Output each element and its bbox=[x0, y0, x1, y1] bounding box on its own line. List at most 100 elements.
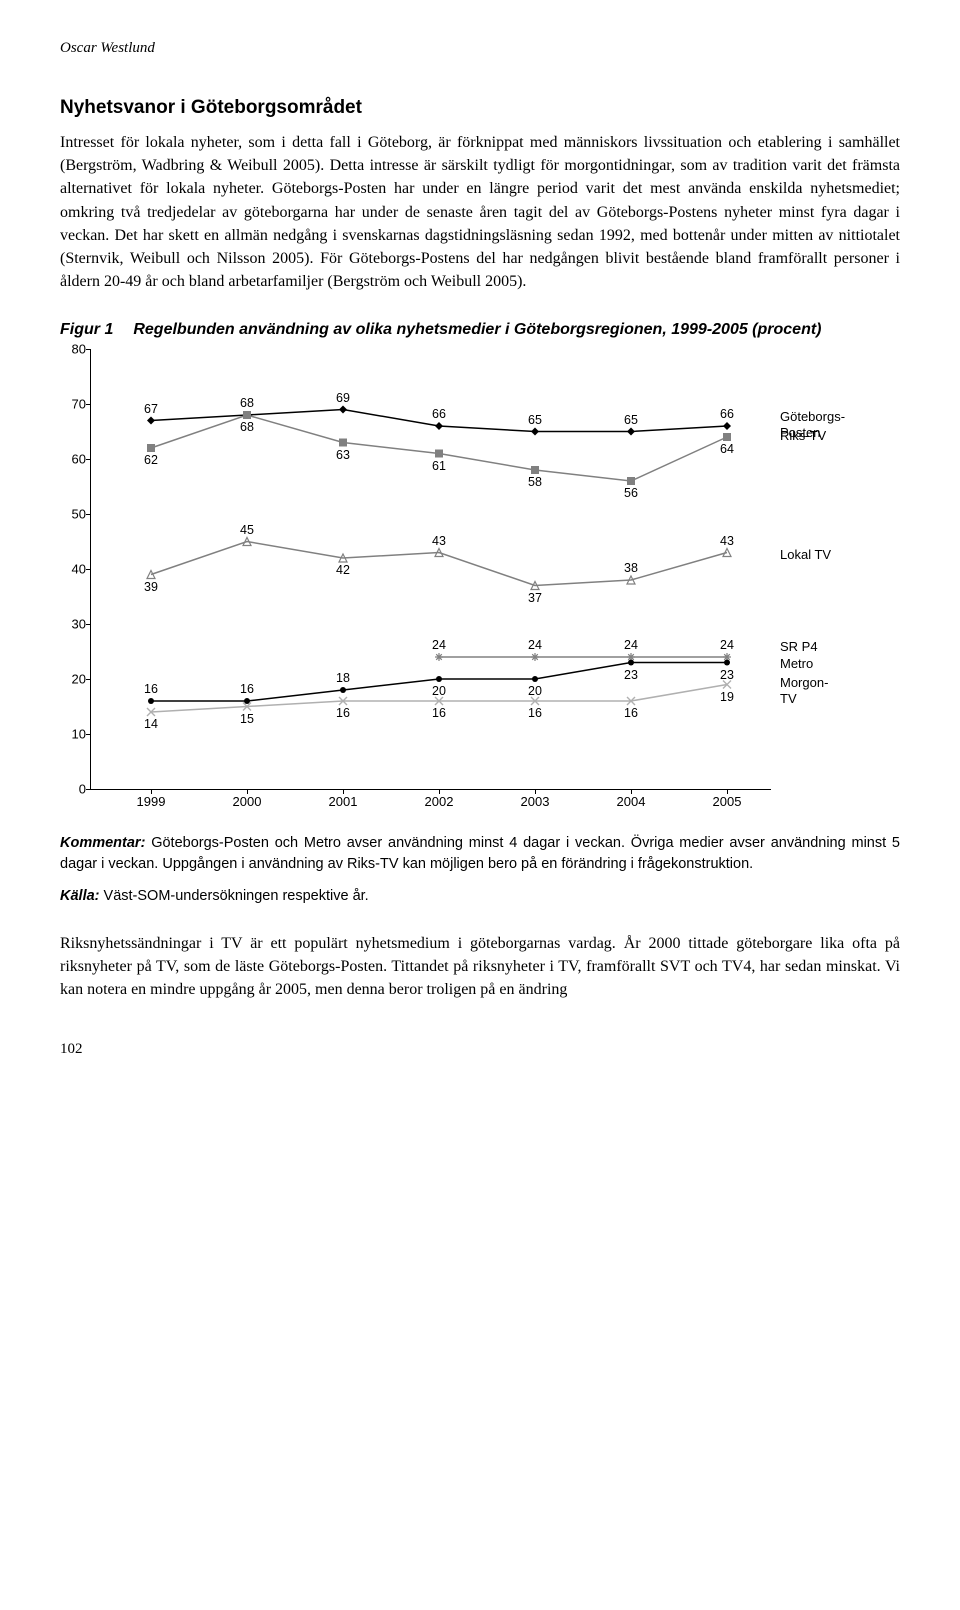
data-value-label: 43 bbox=[720, 534, 734, 548]
legend-item: Riks-TV bbox=[780, 428, 826, 444]
y-tick-mark bbox=[86, 624, 91, 625]
data-value-label: 15 bbox=[240, 712, 254, 726]
data-marker bbox=[147, 444, 155, 452]
x-tick-label: 2005 bbox=[713, 794, 742, 809]
y-tick-label: 80 bbox=[72, 342, 86, 357]
data-value-label: 16 bbox=[240, 682, 254, 696]
data-value-label: 69 bbox=[336, 391, 350, 405]
data-marker bbox=[627, 477, 635, 485]
y-tick-mark bbox=[86, 679, 91, 680]
data-value-label: 58 bbox=[528, 475, 542, 489]
plot-area: 1999200020012002200320042005676869666565… bbox=[90, 349, 771, 790]
data-value-label: 68 bbox=[240, 396, 254, 410]
data-marker bbox=[147, 417, 155, 425]
data-marker bbox=[244, 698, 250, 704]
y-tick-label: 40 bbox=[72, 562, 86, 577]
data-marker bbox=[148, 698, 154, 704]
y-tick-mark bbox=[86, 789, 91, 790]
figure-caption: Regelbunden användning av olika nyhetsme… bbox=[133, 321, 821, 339]
data-value-label: 16 bbox=[624, 706, 638, 720]
data-marker bbox=[532, 676, 538, 682]
data-value-label: 56 bbox=[624, 486, 638, 500]
data-value-label: 24 bbox=[432, 638, 446, 652]
data-marker bbox=[531, 428, 539, 436]
data-marker bbox=[628, 660, 634, 666]
x-tick-mark bbox=[727, 789, 728, 794]
data-marker bbox=[531, 653, 539, 661]
data-value-label: 45 bbox=[240, 523, 254, 537]
data-marker bbox=[435, 422, 443, 430]
data-value-label: 16 bbox=[528, 706, 542, 720]
data-value-label: 65 bbox=[624, 413, 638, 427]
author-name: Oscar Westlund bbox=[60, 40, 900, 57]
x-tick-label: 2004 bbox=[617, 794, 646, 809]
data-marker bbox=[435, 653, 443, 661]
data-value-label: 66 bbox=[432, 407, 446, 421]
y-tick-label: 50 bbox=[72, 507, 86, 522]
data-marker bbox=[243, 411, 251, 419]
y-tick-label: 10 bbox=[72, 727, 86, 742]
y-tick-label: 70 bbox=[72, 397, 86, 412]
data-value-label: 39 bbox=[144, 580, 158, 594]
data-value-label: 18 bbox=[336, 671, 350, 685]
y-axis: 01020304050607080 bbox=[60, 349, 90, 809]
data-value-label: 23 bbox=[624, 668, 638, 682]
data-value-label: 20 bbox=[432, 684, 446, 698]
paragraph-2: Riksnyhetssändningar i TV är ett populär… bbox=[60, 932, 900, 1002]
data-value-label: 63 bbox=[336, 448, 350, 462]
chart-svg bbox=[91, 349, 771, 789]
comment-text: Göteborgs-Posten och Metro avser användn… bbox=[60, 835, 900, 871]
x-tick-label: 2000 bbox=[233, 794, 262, 809]
x-tick-mark bbox=[247, 789, 248, 794]
legend-item: Metro bbox=[780, 656, 813, 672]
data-value-label: 68 bbox=[240, 420, 254, 434]
legend-item: Morgon-TV bbox=[780, 675, 828, 706]
data-value-label: 24 bbox=[624, 638, 638, 652]
x-tick-label: 1999 bbox=[137, 794, 166, 809]
comment-label: Kommentar: bbox=[60, 835, 145, 851]
y-tick-label: 20 bbox=[72, 672, 86, 687]
data-value-label: 62 bbox=[144, 453, 158, 467]
data-value-label: 19 bbox=[720, 690, 734, 704]
y-tick-mark bbox=[86, 514, 91, 515]
data-marker bbox=[339, 406, 347, 414]
data-marker bbox=[723, 433, 731, 441]
data-marker bbox=[340, 687, 346, 693]
x-tick-mark bbox=[343, 789, 344, 794]
data-marker bbox=[627, 428, 635, 436]
data-marker bbox=[435, 450, 443, 458]
data-value-label: 24 bbox=[720, 638, 734, 652]
y-tick-mark bbox=[86, 459, 91, 460]
data-value-label: 66 bbox=[720, 407, 734, 421]
data-value-label: 65 bbox=[528, 413, 542, 427]
y-tick-mark bbox=[86, 569, 91, 570]
data-marker bbox=[436, 676, 442, 682]
y-tick-mark bbox=[86, 404, 91, 405]
y-tick-label: 30 bbox=[72, 617, 86, 632]
data-value-label: 24 bbox=[528, 638, 542, 652]
figure-header: Figur 1 Regelbunden användning av olika … bbox=[60, 321, 900, 339]
data-marker bbox=[531, 466, 539, 474]
page-number: 102 bbox=[60, 1041, 900, 1058]
source-label: Källa: bbox=[60, 888, 100, 904]
y-tick-label: 60 bbox=[72, 452, 86, 467]
data-value-label: 67 bbox=[144, 402, 158, 416]
data-value-label: 64 bbox=[720, 442, 734, 456]
data-value-label: 61 bbox=[432, 459, 446, 473]
x-tick-mark bbox=[439, 789, 440, 794]
data-value-label: 16 bbox=[336, 706, 350, 720]
data-value-label: 43 bbox=[432, 534, 446, 548]
section-title: Nyhetsvanor i Göteborgsområdet bbox=[60, 97, 900, 119]
y-tick-mark bbox=[86, 349, 91, 350]
legend-item: Lokal TV bbox=[780, 547, 831, 563]
y-tick-label: 0 bbox=[79, 782, 86, 797]
data-value-label: 42 bbox=[336, 563, 350, 577]
data-marker bbox=[724, 660, 730, 666]
paragraph-1: Intresset för lokala nyheter, som i dett… bbox=[60, 131, 900, 293]
data-value-label: 23 bbox=[720, 668, 734, 682]
figure-label: Figur 1 bbox=[60, 321, 113, 339]
data-value-label: 38 bbox=[624, 561, 638, 575]
x-tick-mark bbox=[535, 789, 536, 794]
data-value-label: 37 bbox=[528, 591, 542, 605]
data-value-label: 14 bbox=[144, 717, 158, 731]
